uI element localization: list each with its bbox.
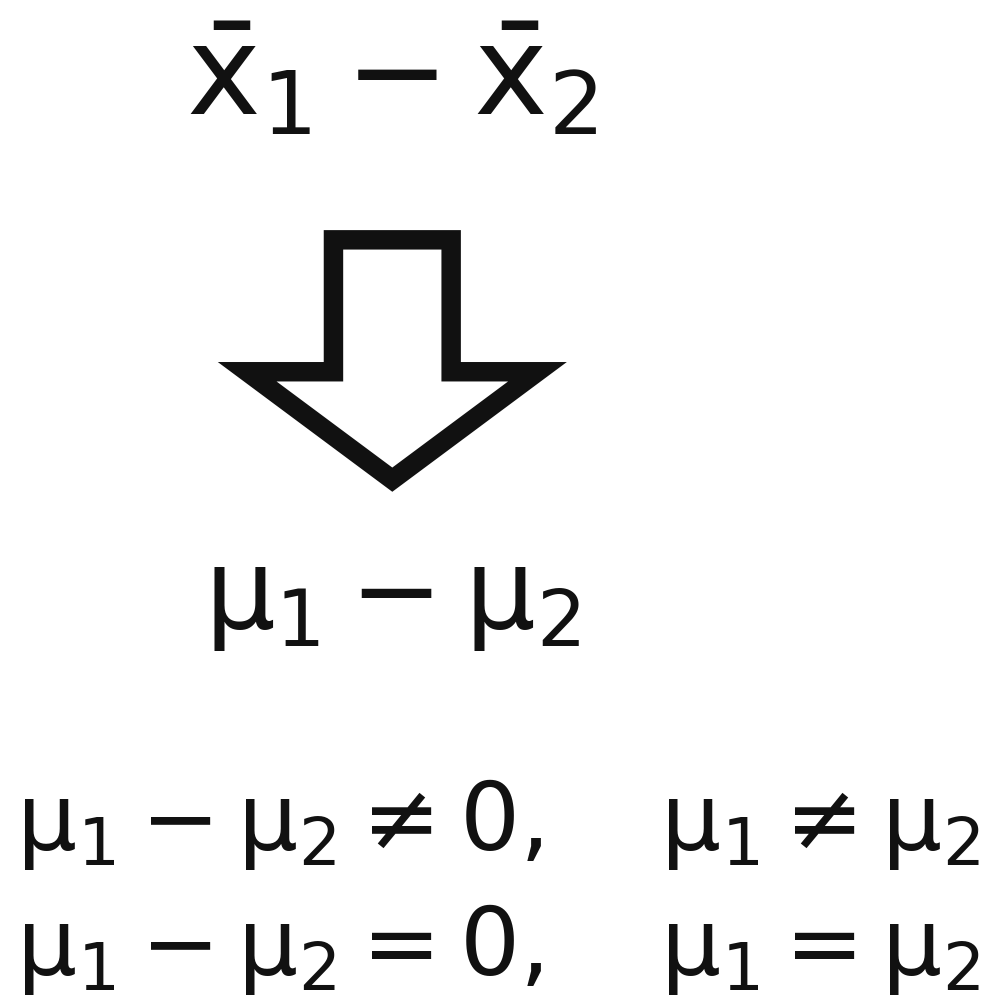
Polygon shape (248, 240, 538, 480)
Text: $\mathregular{\mu_1 - \mu_2 \neq 0, \quad \mu_1 \neq \mu_2}$: $\mathregular{\mu_1 - \mu_2 \neq 0, \qua… (16, 777, 980, 872)
Text: $\mathregular{\mu_1 - \mu_2}$: $\mathregular{\mu_1 - \mu_2}$ (204, 546, 580, 653)
Text: $\mathregular{\mu_1 - \mu_2 = 0, \quad \mu_1 = \mu_2}$: $\mathregular{\mu_1 - \mu_2 = 0, \quad \… (16, 902, 980, 997)
Text: $\mathregular{\bar{x}_1 - \bar{x}_2}$: $\mathregular{\bar{x}_1 - \bar{x}_2}$ (187, 19, 598, 140)
